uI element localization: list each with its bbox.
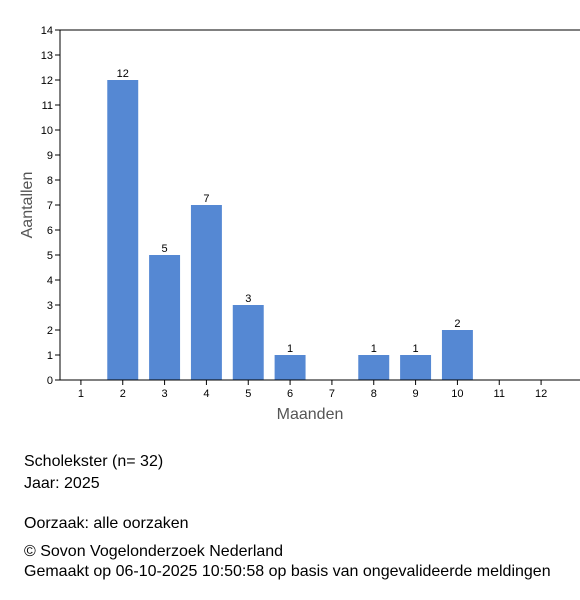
bar-month-2 xyxy=(107,80,139,380)
y-tick-label: 0 xyxy=(47,375,53,387)
x-axis-title: Maanden xyxy=(277,406,344,423)
x-tick-label: 1 xyxy=(78,388,84,400)
x-tick-label: 5 xyxy=(245,388,251,400)
bar-month-8 xyxy=(358,355,390,380)
bar-month-6 xyxy=(274,355,306,380)
x-tick-label: 11 xyxy=(494,388,505,400)
bar-month-10 xyxy=(441,330,473,380)
x-tick-label: 12 xyxy=(535,388,547,400)
x-tick-label: 3 xyxy=(162,388,168,400)
x-tick-label: 8 xyxy=(371,388,377,400)
data-label: 3 xyxy=(245,293,251,305)
y-tick-label: 1 xyxy=(47,350,53,362)
y-tick-label: 3 xyxy=(47,300,53,312)
y-tick-label: 6 xyxy=(47,225,53,237)
y-axis-title: Aantallen xyxy=(19,172,36,239)
data-label: 1 xyxy=(287,343,293,355)
x-tick-label: 9 xyxy=(413,388,419,400)
bar-month-5 xyxy=(232,305,264,380)
x-tick-label: 10 xyxy=(451,388,463,400)
y-tick-label: 5 xyxy=(47,250,53,262)
bar-month-3 xyxy=(149,255,181,380)
data-label: 7 xyxy=(203,193,209,205)
data-label: 5 xyxy=(162,243,168,255)
x-tick-label: 6 xyxy=(287,388,293,400)
bar-month-4 xyxy=(190,205,222,380)
data-label: 2 xyxy=(454,318,460,330)
bar-month-9 xyxy=(400,355,432,380)
data-label: 12 xyxy=(117,68,129,80)
y-tick-label: 8 xyxy=(47,175,53,187)
x-tick-label: 4 xyxy=(203,388,209,400)
data-label: 1 xyxy=(413,343,419,355)
generated-note: Gemaakt op 06-10-2025 10:50:58 op basis … xyxy=(24,563,551,580)
y-tick-label: 4 xyxy=(47,275,53,287)
y-tick-label: 13 xyxy=(41,50,53,62)
y-tick-label: 14 xyxy=(41,25,53,37)
y-tick-label: 11 xyxy=(42,100,53,112)
y-tick-label: 9 xyxy=(47,150,53,162)
copyright-notice: © Sovon Vogelonderzoek Nederland xyxy=(24,543,284,560)
y-tick-label: 7 xyxy=(47,200,53,212)
data-label: 1 xyxy=(371,343,377,355)
x-tick-label: 2 xyxy=(120,388,126,400)
cause-label: Oorzaak: alle oorzaken xyxy=(24,515,189,532)
species-count: Scholekster (n= 32) xyxy=(24,453,164,470)
x-tick-label: 7 xyxy=(329,388,335,400)
year-label: Jaar: 2025 xyxy=(24,475,100,492)
y-tick-label: 2 xyxy=(47,325,53,337)
y-tick-label: 10 xyxy=(41,125,53,137)
y-tick-label: 12 xyxy=(41,75,53,87)
